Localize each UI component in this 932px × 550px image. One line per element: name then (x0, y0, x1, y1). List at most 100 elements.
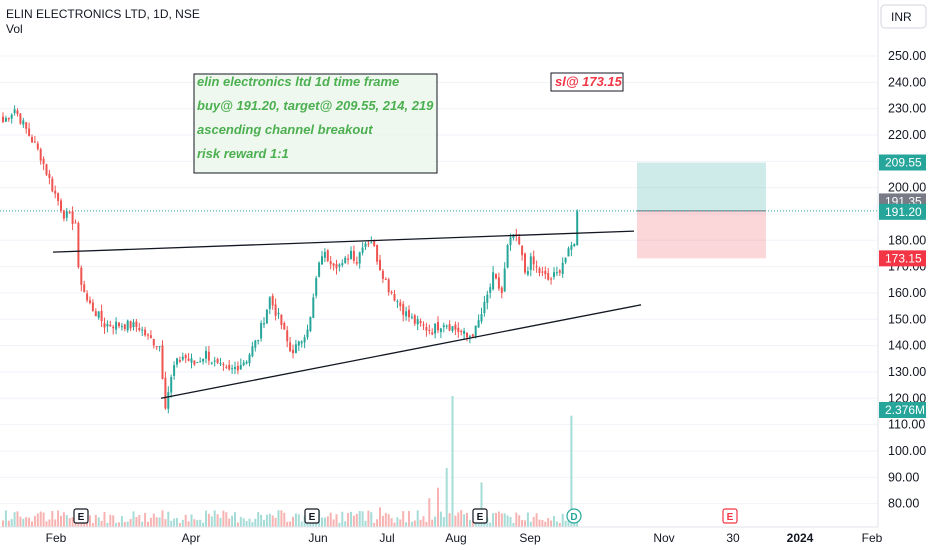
candle-body (425, 326, 428, 331)
volume-bar (225, 512, 228, 527)
candle-body (477, 320, 480, 328)
candle-body (274, 304, 277, 316)
candle-body (219, 363, 222, 365)
candle-body (155, 346, 158, 348)
event-marker-label: E (727, 512, 734, 523)
volume-bar (512, 522, 515, 527)
currency-button[interactable]: INR (880, 4, 927, 29)
currency-label: INR (891, 10, 912, 24)
long-position-tool[interactable] (637, 162, 766, 259)
candle-body (300, 341, 303, 344)
candle-body (2, 116, 4, 122)
volume-bar (48, 519, 51, 527)
annotation-box[interactable]: elin electronics ltd 1d time frame buy@ … (193, 73, 438, 174)
y-tick-label: 110.00 (888, 418, 925, 432)
volume-bar (207, 513, 210, 527)
candle-body (51, 178, 54, 192)
candle-body (277, 312, 280, 315)
candle-body (187, 358, 190, 361)
y-tick-label: 230.00 (888, 102, 926, 116)
candle-body (555, 272, 558, 274)
x-axis[interactable]: Feb Apr Jun Jul Aug Sep Nov 30 2024 Feb (46, 531, 883, 545)
candle-body (4, 117, 7, 122)
volume-bars (2, 396, 579, 527)
candle-body (376, 244, 379, 262)
stop-price-badge-label: 173.15 (885, 251, 922, 265)
x-tick-label: Apr (182, 531, 201, 545)
volume-bar (202, 522, 205, 527)
volume-bar (544, 521, 547, 527)
volume-bar (352, 515, 355, 527)
candle-body (292, 349, 294, 354)
candle-body (176, 358, 178, 365)
candle-body (567, 248, 570, 257)
volume-bar (277, 510, 280, 527)
event-marker-label: E (477, 512, 484, 523)
candle-body (236, 366, 239, 371)
candle-body (492, 272, 495, 290)
candle-body (564, 257, 567, 263)
candle-body (408, 309, 410, 318)
upper-trendline[interactable] (52, 230, 635, 253)
candle-body (535, 266, 538, 268)
candle-body (457, 327, 460, 333)
candle-body (387, 279, 390, 293)
stop-loss-note[interactable]: sl@ 173.15 (550, 72, 624, 92)
volume-bar (199, 519, 202, 527)
candle-body (294, 344, 297, 353)
volume-bar (329, 512, 332, 527)
target-zone[interactable] (637, 162, 766, 211)
candle-body (573, 243, 576, 247)
candle-body (167, 392, 170, 409)
volume-bar (190, 514, 193, 527)
candle-body (526, 271, 529, 275)
volume-bar (274, 517, 277, 527)
candle-body (309, 317, 312, 332)
volume-bar (283, 512, 286, 527)
candle-body (106, 324, 109, 327)
candle-body (202, 358, 205, 362)
candle-body (234, 366, 236, 370)
volume-bar (558, 522, 561, 527)
candle-body (321, 256, 323, 265)
volume-bar (4, 510, 7, 527)
candle-body (347, 258, 350, 260)
candle-body (83, 284, 86, 293)
volume-bar (45, 521, 48, 527)
candle-body (350, 250, 352, 259)
candle-body (193, 360, 196, 365)
event-marker-label: E (309, 512, 316, 523)
candle-body (184, 355, 187, 359)
volume-bar (268, 513, 271, 527)
volume-bar (173, 518, 176, 527)
candle-body (213, 360, 216, 362)
candle-body (141, 329, 144, 331)
y-tick-label: 80.00 (888, 497, 919, 511)
volume-bar (445, 468, 448, 527)
candle-body (381, 270, 384, 279)
volume-bar (263, 519, 265, 527)
candle-body (503, 268, 506, 292)
x-tick-label: Feb (862, 531, 883, 545)
volume-bar (503, 513, 506, 527)
candle-body (16, 110, 19, 114)
volume-bar (489, 522, 492, 527)
candle-body (410, 316, 413, 318)
volume-bar (210, 516, 213, 527)
volume-bar (109, 514, 112, 527)
y-axis[interactable]: 250.00240.00230.00220.00210.00200.00190.… (888, 49, 926, 511)
candle-body (147, 334, 149, 336)
volume-bar (222, 510, 225, 527)
stop-zone[interactable] (637, 210, 766, 259)
candle-body (335, 264, 338, 269)
candle-body (297, 341, 300, 346)
volume-bar (260, 514, 263, 527)
candle-body (91, 302, 94, 312)
volume-bar (399, 519, 402, 527)
lower-trendline[interactable] (160, 304, 642, 399)
candle-body (225, 366, 228, 368)
candle-body (118, 322, 120, 327)
